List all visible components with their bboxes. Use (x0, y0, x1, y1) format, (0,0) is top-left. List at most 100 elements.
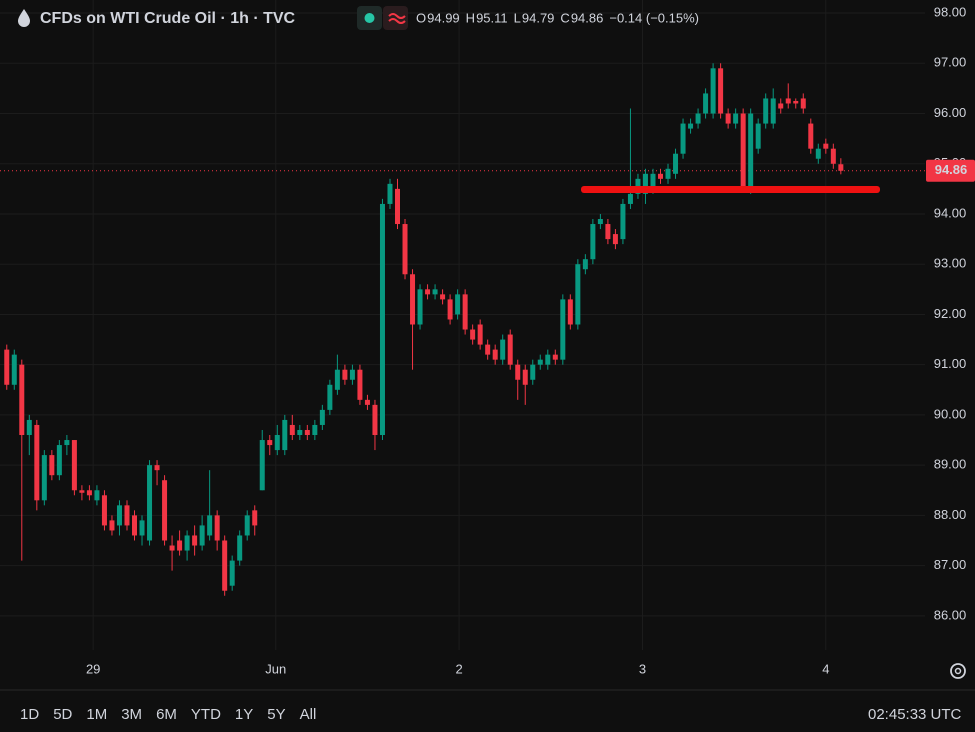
symbol-icon (18, 9, 30, 27)
candle-body (124, 505, 130, 526)
range-button[interactable]: 5D (53, 706, 72, 723)
candle-body (319, 409, 325, 425)
candle-body (725, 113, 731, 124)
candle-body (64, 440, 70, 446)
candle-body (718, 68, 724, 114)
ohlc-key: O (416, 10, 426, 25)
candle-body (703, 93, 709, 114)
candle-body (282, 419, 288, 451)
candle-body (560, 299, 566, 360)
candle-body (650, 173, 656, 189)
ohlc-value: 94.99 (427, 10, 460, 25)
candle-body (477, 324, 483, 345)
candle-body (49, 455, 55, 476)
last-price-label: 94.86 (935, 162, 968, 177)
candle-body (4, 349, 10, 385)
settings-icon[interactable] (950, 663, 966, 679)
candle-body (259, 440, 265, 491)
candle-body (500, 339, 506, 360)
candle-body (462, 294, 468, 330)
candles (4, 63, 844, 596)
candle-body (207, 515, 213, 536)
candle-body (800, 98, 806, 109)
ohlc-value: 94.79 (522, 10, 555, 25)
y-tick-label: 98.00 (934, 4, 967, 19)
range-button[interactable]: 1D (20, 706, 39, 723)
candle-body (56, 445, 62, 476)
ohlc-value: 95.11 (476, 10, 508, 25)
indicator-box[interactable] (383, 6, 408, 30)
candle-body (364, 399, 370, 405)
candle-body (447, 299, 453, 320)
y-tick-label: 91.00 (934, 356, 967, 371)
range-button[interactable]: 6M (156, 706, 177, 723)
candle-body (815, 148, 821, 159)
candle-body (642, 173, 648, 194)
candle-body (785, 98, 791, 104)
candle-body (94, 490, 100, 501)
candle-body (470, 329, 476, 340)
candle-body (252, 510, 258, 526)
candle-body (733, 113, 739, 124)
y-tick-label: 92.00 (934, 306, 967, 321)
candle-body (710, 68, 716, 114)
candle-body (688, 123, 694, 129)
range-button[interactable]: 3M (121, 706, 142, 723)
candle-body (665, 168, 671, 179)
candle-body (432, 289, 438, 295)
candle-body (169, 545, 175, 551)
drawn-horizontal-line (581, 186, 880, 193)
candle-body (567, 299, 573, 325)
range-button[interactable]: YTD (191, 706, 221, 723)
candle-body (267, 440, 273, 446)
ohlc-key: L (514, 10, 521, 25)
y-tick-label: 93.00 (934, 256, 967, 271)
candle-body (763, 98, 769, 124)
candle-body (830, 148, 836, 164)
candle-body (770, 98, 776, 124)
candle-body (455, 294, 461, 315)
candle-body (425, 289, 431, 295)
candle-body (349, 369, 355, 380)
candle-body (101, 495, 107, 526)
x-tick-label: 3 (639, 661, 646, 676)
candle-body (116, 505, 122, 526)
x-tick-label: 29 (86, 661, 100, 676)
ohlc-legend: O 94.99 H 95.11 L 94.79 C 94.86 −0.14 (−0.15%) (416, 10, 699, 25)
candle-body (740, 113, 746, 189)
candle-body (177, 540, 183, 551)
range-button[interactable]: 5Y (267, 706, 285, 723)
candle-body (492, 349, 498, 360)
y-tick-label: 94.00 (934, 205, 967, 220)
candle-body (192, 535, 198, 546)
change-label: −0.14 (−0.15%) (609, 10, 699, 25)
range-button[interactable]: 1Y (235, 706, 253, 723)
candle-body (132, 515, 138, 536)
range-button[interactable]: All (300, 706, 317, 723)
candle-body (342, 369, 348, 380)
candle-body (327, 384, 333, 410)
candle-body (334, 369, 340, 390)
y-tick-label: 88.00 (934, 507, 967, 522)
candle-body (297, 429, 303, 436)
x-tick-label: 2 (456, 661, 463, 676)
candle-body (11, 354, 17, 385)
candle-body (515, 364, 521, 380)
ohlc-value: 94.86 (571, 10, 604, 25)
candle-body (823, 143, 829, 149)
candle-body (612, 234, 618, 245)
y-tick-label: 97.00 (934, 55, 967, 70)
y-tick-label: 87.00 (934, 557, 967, 572)
candle-body (71, 440, 77, 491)
candle-body (590, 224, 596, 260)
candle-body (395, 188, 401, 225)
candle-body (222, 540, 228, 591)
y-tick-label: 96.00 (934, 105, 967, 120)
y-tick-label: 86.00 (934, 607, 967, 622)
candle-body (26, 419, 32, 436)
candle-body (214, 515, 220, 541)
candle-body (605, 224, 611, 240)
candle-body (387, 183, 393, 204)
x-tick-label: Jun (265, 661, 286, 676)
range-button[interactable]: 1M (86, 706, 107, 723)
